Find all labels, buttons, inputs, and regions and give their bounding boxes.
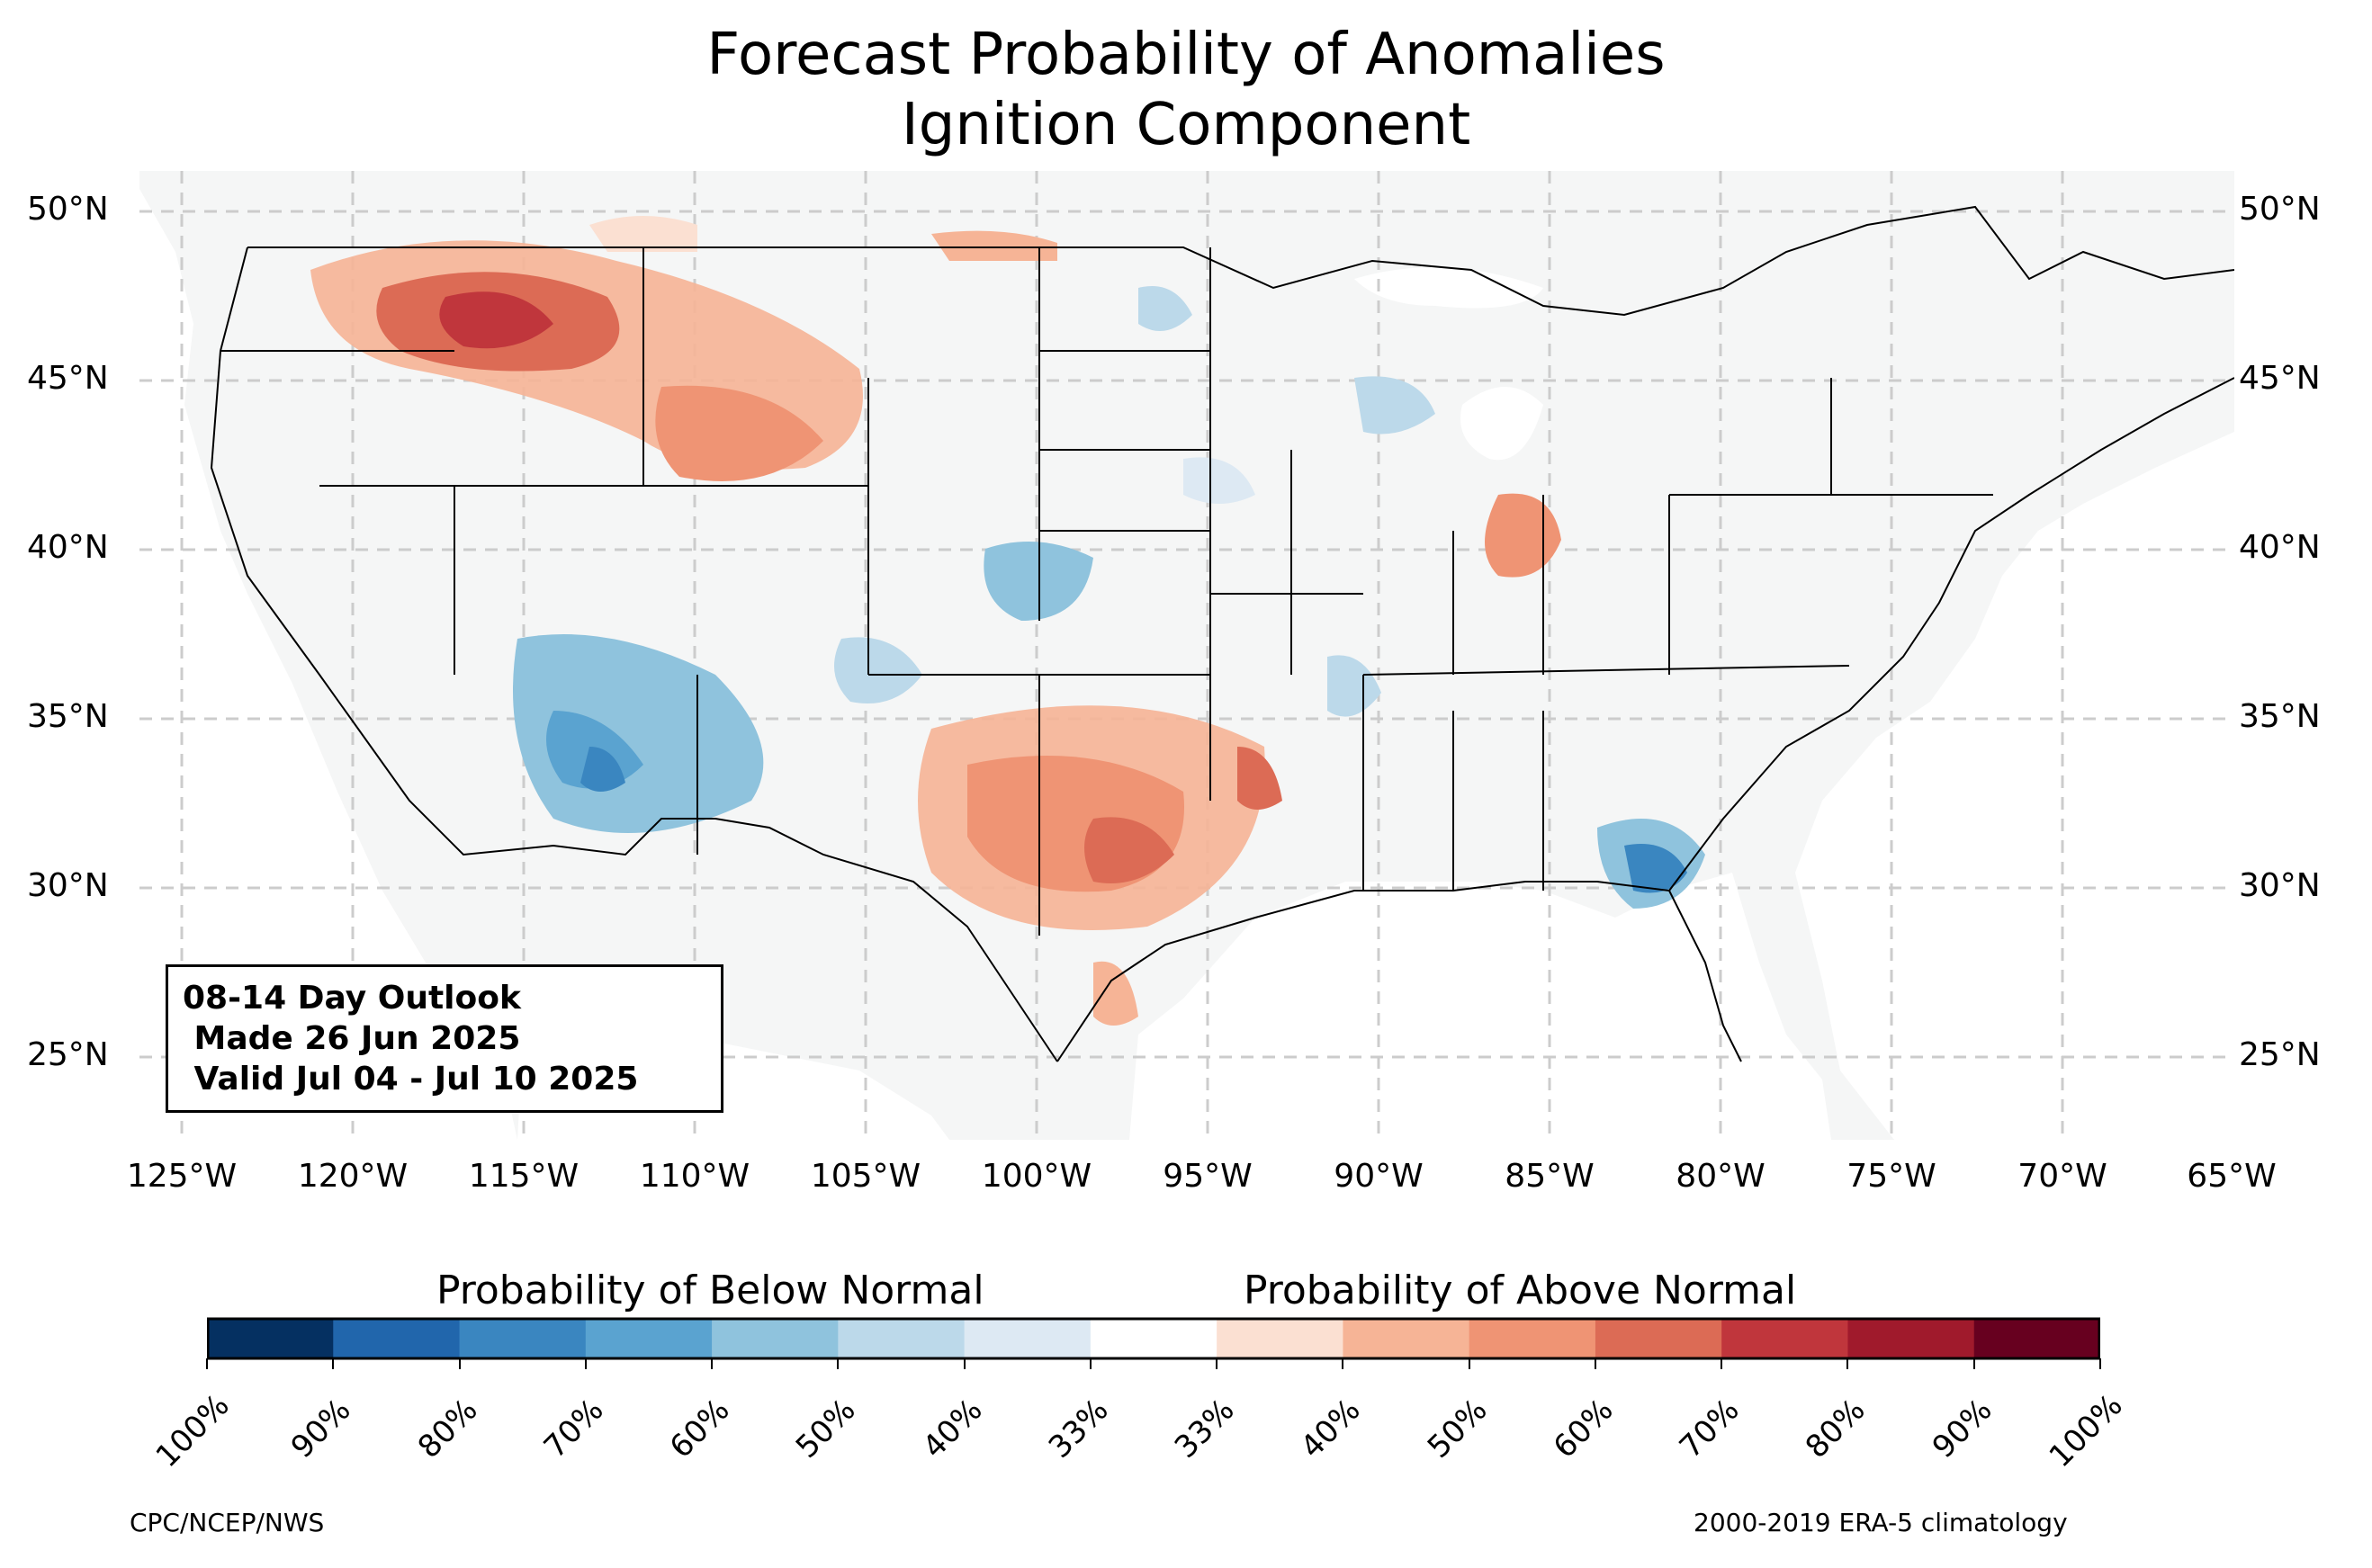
- lon-label: 70°W: [2017, 1158, 2107, 1195]
- outlook-made-date: Made 26 Jun 2025: [183, 1020, 521, 1057]
- colorbar-tick-label: 50%: [789, 1392, 863, 1466]
- lake-superior: [1354, 267, 1543, 309]
- colorbar-tick-label: 80%: [410, 1392, 485, 1466]
- lat-label-left: 45°N: [27, 360, 109, 397]
- colorbar-tick-mark: [1216, 1358, 1218, 1369]
- colorbar-tick-label: 60%: [1546, 1392, 1621, 1466]
- colorbar-swatch: [1721, 1319, 1848, 1358]
- map-title-line2: Ignition Component: [901, 92, 1471, 158]
- colorbar-tick-label: 100%: [2042, 1387, 2130, 1475]
- colorbar-swatch: [1595, 1319, 1722, 1358]
- lat-label-left: 30°N: [27, 867, 109, 904]
- colorbar-tick-mark: [711, 1358, 714, 1369]
- colorbar-swatch: [1090, 1319, 1217, 1358]
- colorbar-tick-label: 80%: [1799, 1392, 1873, 1466]
- outlook-info-box: 08-14 Day Outlook Made 26 Jun 2025 Valid…: [166, 964, 723, 1113]
- lat-label-left: 50°N: [27, 191, 109, 228]
- colorbar-tick-label: 90%: [284, 1392, 358, 1466]
- pacific-ocean: [139, 189, 517, 1140]
- colorbar-swatch: [712, 1319, 839, 1358]
- colorbar-tick-mark: [837, 1358, 840, 1369]
- credit-right: 2000-2019 ERA-5 climatology: [1694, 1508, 2068, 1537]
- lon-label: 110°W: [639, 1158, 750, 1195]
- lake-michigan-huron: [1460, 387, 1543, 461]
- lon-label: 75°W: [1846, 1158, 1936, 1195]
- boundaries: [210, 205, 2234, 1062]
- colorbar-tick-label: 100%: [148, 1387, 237, 1475]
- lat-label-right: 50°N: [2239, 191, 2321, 228]
- lon-label: 105°W: [810, 1158, 921, 1195]
- colorbar-tick-mark: [1721, 1358, 1723, 1369]
- colorbar-tick-mark: [1468, 1358, 1470, 1369]
- colorbar-tick-mark: [1972, 1358, 1975, 1369]
- lat-label-left: 25°N: [27, 1036, 109, 1073]
- colorbar-tick-label: 40%: [915, 1392, 990, 1466]
- colorbar-swatch: [585, 1319, 713, 1358]
- outlook-valid-range: Valid Jul 04 - Jul 10 2025: [183, 1061, 639, 1098]
- lat-label-right: 30°N: [2239, 867, 2321, 904]
- colorbar-tick-mark: [2099, 1358, 2101, 1369]
- colorbar-tick-label: 70%: [536, 1392, 611, 1466]
- colorbar-tick-label: 33%: [1041, 1392, 1116, 1466]
- lon-label: 120°W: [297, 1158, 409, 1195]
- lat-label-right: 40°N: [2239, 529, 2321, 566]
- outlook-period: 08-14 Day Outlook: [183, 980, 521, 1017]
- colorbar-swatch: [1973, 1319, 2100, 1358]
- lon-label: 115°W: [468, 1158, 580, 1195]
- credit-left: CPC/NCEP/NWS: [130, 1508, 325, 1537]
- colorbar-swatch: [1469, 1319, 1596, 1358]
- colorbar-tick-mark: [584, 1358, 587, 1369]
- lon-label: 95°W: [1163, 1158, 1253, 1195]
- colorbar-outline: [207, 1317, 2100, 1360]
- map-title-line1: Forecast Probability of Anomalies: [706, 22, 1666, 88]
- lon-label: 90°W: [1334, 1158, 1424, 1195]
- lon-label: 80°W: [1676, 1158, 1766, 1195]
- colorbar: [207, 1317, 2100, 1360]
- lat-label-right: 45°N: [2239, 360, 2321, 397]
- colorbar-below-label: Probability of Below Normal: [436, 1268, 984, 1313]
- above-normal-shading: [310, 216, 1561, 1026]
- gulf-of-mexico: [1129, 873, 1831, 1140]
- colorbar-tick-mark: [206, 1358, 208, 1369]
- colorbar-tick-label: 40%: [1294, 1392, 1368, 1466]
- colorbar-tick-mark: [332, 1358, 335, 1369]
- lon-label: 100°W: [981, 1158, 1092, 1195]
- colorbar-swatch: [333, 1319, 461, 1358]
- lon-label: 85°W: [1505, 1158, 1595, 1195]
- lat-label-left: 40°N: [27, 529, 109, 566]
- colorbar-swatch: [207, 1319, 334, 1358]
- colorbar-swatch: [1343, 1319, 1470, 1358]
- colorbar-tick-label: 60%: [662, 1392, 737, 1466]
- atlantic-ocean: [1795, 432, 2234, 1140]
- lon-label: 125°W: [126, 1158, 238, 1195]
- colorbar-above-label: Probability of Above Normal: [1244, 1268, 1797, 1313]
- colorbar-tick-label: 33%: [1167, 1392, 1242, 1466]
- colorbar-swatch: [838, 1319, 966, 1358]
- colorbar-tick-mark: [1342, 1358, 1344, 1369]
- colorbar-tick-mark: [1089, 1358, 1092, 1369]
- lon-label: 65°W: [2187, 1158, 2277, 1195]
- colorbar-swatch: [459, 1319, 587, 1358]
- colorbar-swatch: [1217, 1319, 1343, 1358]
- colorbar-swatch: [1847, 1319, 1975, 1358]
- colorbar-tick-label: 90%: [1925, 1392, 1999, 1466]
- colorbar-tick-mark: [458, 1358, 461, 1369]
- colorbar-tick-mark: [1594, 1358, 1596, 1369]
- colorbar-tick-label: 50%: [1420, 1392, 1495, 1466]
- colorbar-tick-mark: [1846, 1358, 1849, 1369]
- lat-label-right: 35°N: [2239, 698, 2321, 735]
- colorbar-swatch: [964, 1319, 1092, 1358]
- lat-label-right: 25°N: [2239, 1036, 2321, 1073]
- colorbar-tick-mark: [963, 1358, 966, 1369]
- colorbar-tick-label: 70%: [1673, 1392, 1747, 1466]
- lat-label-left: 35°N: [27, 698, 109, 735]
